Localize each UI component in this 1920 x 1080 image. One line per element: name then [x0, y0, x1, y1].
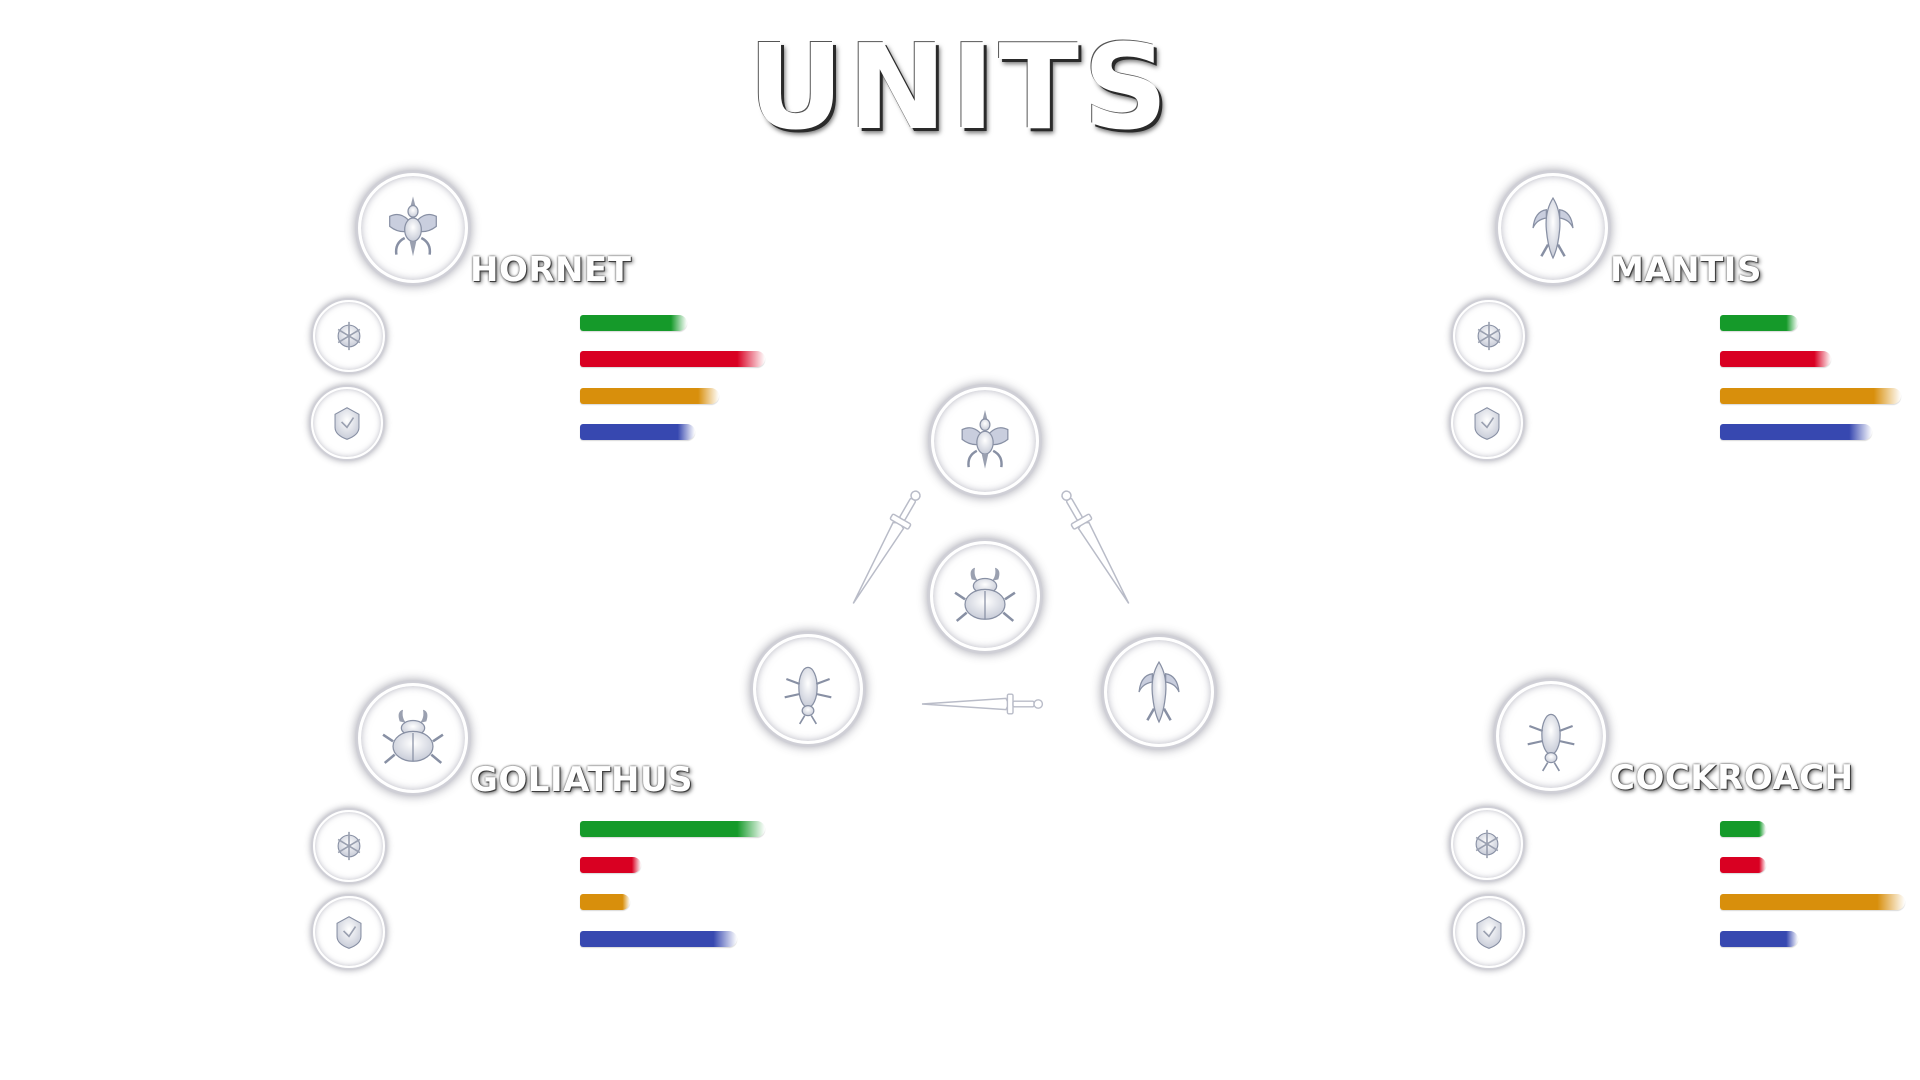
hornet-stat-bar-2	[580, 351, 765, 367]
sword-icon	[921, 693, 1044, 715]
unit-name-goliathus: GOLIATHUS	[470, 760, 694, 800]
goliathus-stat-bar-4	[580, 931, 737, 947]
hornet-stat-bar-4	[580, 424, 695, 440]
goliathus-icon[interactable]	[358, 683, 468, 793]
cockroach-stat-bar-3	[1720, 894, 1905, 910]
cockroach-stat-bar-2	[1720, 857, 1766, 873]
hornet-stat-bar-3	[580, 388, 719, 404]
hornet-icon[interactable]	[358, 173, 468, 283]
cockroach-stat-bar-1	[1720, 821, 1766, 837]
counter-right-mantis-icon[interactable]	[1104, 637, 1214, 747]
sword-icon	[1054, 485, 1139, 610]
cockroach-ability-2-icon[interactable]	[1453, 896, 1525, 968]
cockroach-icon[interactable]	[1496, 681, 1606, 791]
counter-center-goliathus-icon[interactable]	[930, 541, 1040, 651]
unit-name-hornet: HORNET	[470, 250, 632, 290]
goliathus-stat-bar-2	[580, 857, 641, 873]
cockroach-stat-bar-4	[1720, 931, 1798, 947]
mantis-icon[interactable]	[1498, 173, 1608, 283]
page-title: UNITS	[748, 18, 1172, 156]
unit-name-mantis: MANTIS	[1610, 250, 1762, 290]
mantis-stat-bar-4	[1720, 424, 1872, 440]
mantis-ability-2-icon[interactable]	[1451, 387, 1523, 459]
unit-name-cockroach: COCKROACH	[1610, 758, 1854, 798]
mantis-ability-1-icon[interactable]	[1453, 300, 1525, 372]
counter-top-hornet-icon[interactable]	[931, 387, 1039, 495]
mantis-stat-bar-2	[1720, 351, 1831, 367]
hornet-ability-2-icon[interactable]	[311, 387, 383, 459]
hornet-ability-1-icon[interactable]	[313, 300, 385, 372]
hornet-stat-bar-1	[580, 315, 687, 331]
mantis-stat-bar-3	[1720, 388, 1901, 404]
counter-left-cockroach-icon[interactable]	[753, 634, 863, 744]
mantis-stat-bar-1	[1720, 315, 1798, 331]
goliathus-stat-bar-1	[580, 821, 765, 837]
goliathus-ability-1-icon[interactable]	[313, 810, 385, 882]
sword-icon	[843, 485, 928, 610]
goliathus-ability-2-icon[interactable]	[313, 896, 385, 968]
goliathus-stat-bar-3	[580, 894, 630, 910]
cockroach-ability-1-icon[interactable]	[1451, 808, 1523, 880]
